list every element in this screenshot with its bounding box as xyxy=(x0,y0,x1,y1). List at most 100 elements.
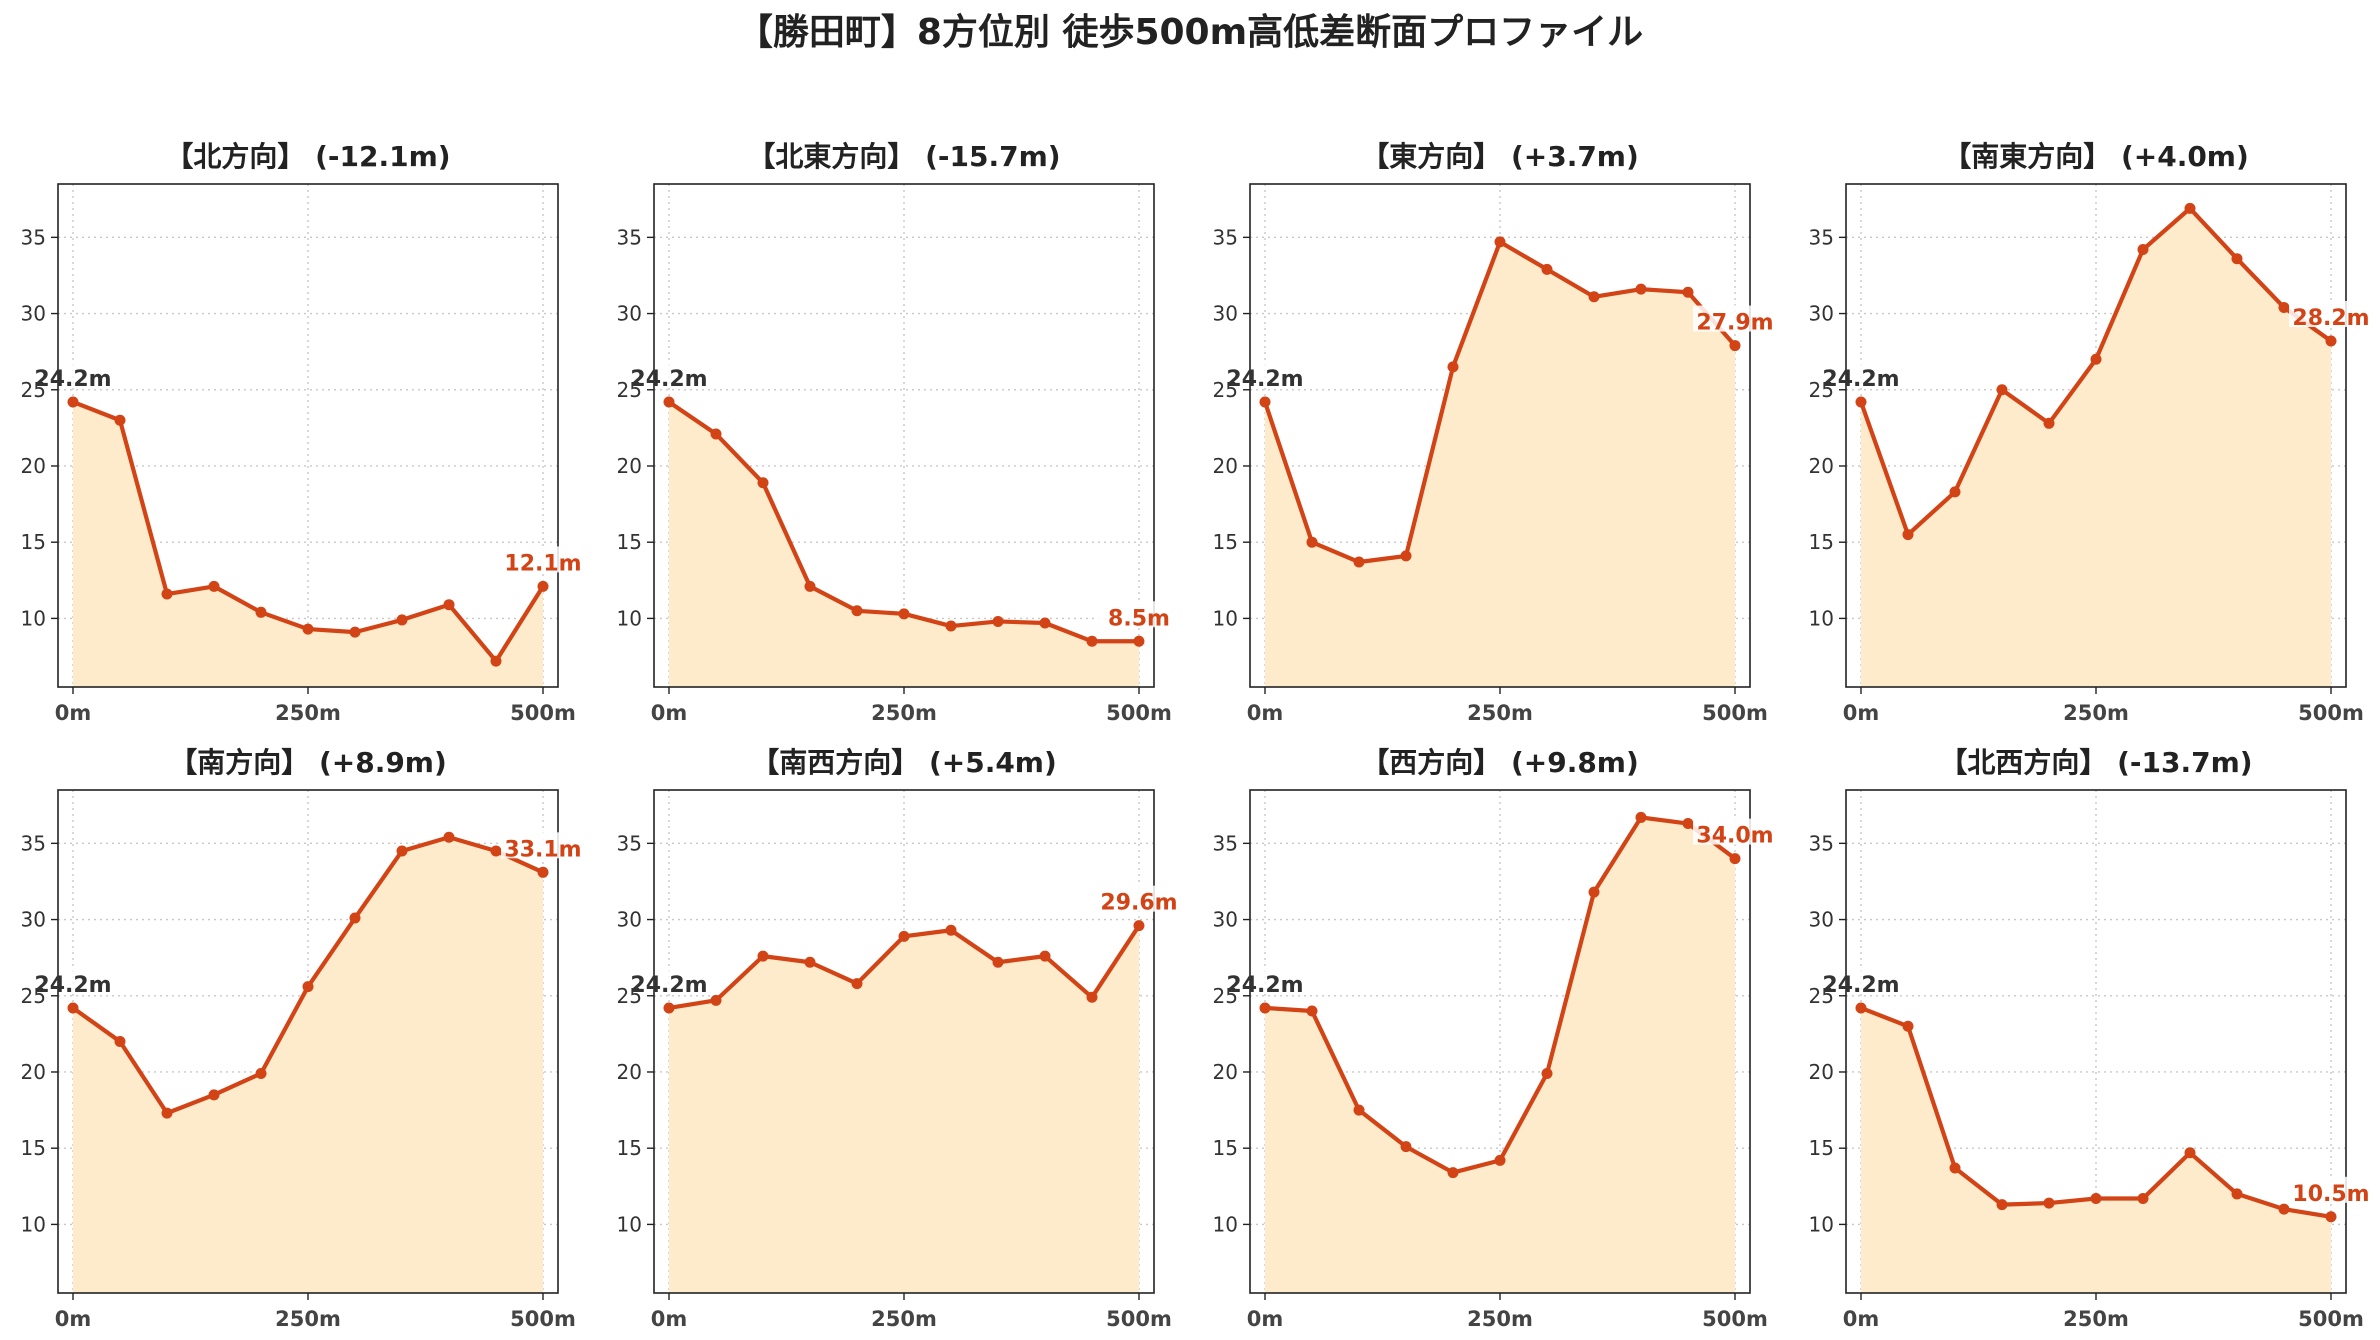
start-label-bg xyxy=(63,361,83,388)
x-tick-label: 500m xyxy=(1106,1307,1172,1331)
y-tick-label: 25 xyxy=(21,378,46,402)
panel-1: 【北東方向】 (-15.7m) 10 15 20 25 30 35 0m 250m 500m 24.… xyxy=(617,140,1181,725)
panel-title: 【北方向】 (-12.1m) xyxy=(165,140,450,173)
data-point xyxy=(1541,263,1553,275)
data-point xyxy=(114,414,126,426)
data-point xyxy=(114,1036,126,1047)
data-point xyxy=(1400,1141,1412,1153)
data-point xyxy=(67,396,79,408)
data-point xyxy=(1133,920,1145,932)
data-point xyxy=(349,912,361,924)
data-point xyxy=(1039,950,1051,962)
data-point xyxy=(1259,1002,1271,1014)
y-tick-label: 10 xyxy=(1809,1212,1834,1236)
data-point xyxy=(1729,853,1741,865)
end-elevation-label: 27.9m xyxy=(1696,311,1773,336)
data-point xyxy=(1949,1162,1961,1174)
end-label-bg xyxy=(501,546,585,573)
data-point xyxy=(1855,396,1867,408)
x-tick-label: 250m xyxy=(871,701,937,725)
data-point xyxy=(2325,335,2337,347)
data-point xyxy=(851,978,863,990)
data-point xyxy=(2090,1192,2102,1204)
y-tick-label: 20 xyxy=(617,1060,642,1084)
y-tick-label: 30 xyxy=(1809,908,1834,932)
end-elevation-label: 10.5m xyxy=(2292,1182,2369,1207)
x-tick-label: 0m xyxy=(1843,1307,1880,1331)
panel-title: 【東方向】 (+3.7m) xyxy=(1361,140,1639,173)
data-point xyxy=(1353,556,1365,568)
start-label-bg xyxy=(1255,361,1275,388)
data-point xyxy=(2231,1188,2243,1200)
x-tick-label: 0m xyxy=(55,701,92,725)
y-tick-label: 10 xyxy=(617,606,642,630)
data-point xyxy=(1902,529,1914,541)
start-label-bg xyxy=(659,361,679,388)
y-tick-label: 20 xyxy=(1213,454,1238,478)
y-tick-label: 30 xyxy=(1213,302,1238,326)
data-point xyxy=(255,606,267,618)
data-point xyxy=(2278,301,2290,313)
data-point xyxy=(804,580,816,592)
data-point xyxy=(396,845,408,857)
start-label-bg xyxy=(659,967,679,994)
y-tick-label: 20 xyxy=(21,454,46,478)
data-point xyxy=(1039,617,1051,629)
y-tick-label: 10 xyxy=(1213,606,1238,630)
end-elevation-label: 12.1m xyxy=(504,551,581,576)
y-tick-label: 15 xyxy=(21,1136,46,1160)
start-elevation-label: 24.2m xyxy=(34,367,111,392)
figure-title: 【勝田町】8方位別 徒歩500m高低差断面プロファイル xyxy=(737,12,1643,53)
data-point xyxy=(804,956,816,968)
y-tick-label: 25 xyxy=(1213,984,1238,1008)
data-point xyxy=(1729,340,1741,352)
end-elevation-label: 8.5m xyxy=(1108,606,1170,631)
x-tick-label: 250m xyxy=(1467,1307,1533,1331)
start-elevation-label: 24.2m xyxy=(630,973,707,998)
elevation-area xyxy=(1265,817,1735,1293)
start-elevation-label: 24.2m xyxy=(1226,973,1303,998)
x-tick-label: 0m xyxy=(1247,701,1284,725)
data-point xyxy=(945,620,957,632)
y-tick-label: 35 xyxy=(617,225,642,249)
data-point xyxy=(1494,1154,1506,1166)
x-tick-label: 0m xyxy=(55,1307,92,1331)
end-label-bg xyxy=(1097,601,1181,628)
y-tick-label: 20 xyxy=(1809,1060,1834,1084)
x-tick-label: 250m xyxy=(275,1307,341,1331)
data-point xyxy=(945,924,957,936)
panel-title: 【南方向】 (+8.9m) xyxy=(169,746,447,779)
data-point xyxy=(2043,417,2055,429)
data-point xyxy=(2090,353,2102,365)
y-tick-label: 25 xyxy=(617,378,642,402)
panel-3: 【南東方向】 (+4.0m) 10 15 20 25 30 35 0m 250m 500m 24.2… xyxy=(1809,140,2373,725)
data-point xyxy=(1400,550,1412,562)
y-tick-label: 20 xyxy=(617,454,642,478)
data-point xyxy=(1541,1068,1553,1080)
data-point xyxy=(67,1002,79,1014)
data-point xyxy=(302,623,314,635)
data-point xyxy=(757,477,769,489)
y-tick-label: 25 xyxy=(1213,378,1238,402)
data-point xyxy=(710,428,722,440)
end-label-bg xyxy=(1693,305,1777,332)
start-label-bg xyxy=(1851,361,1871,388)
data-point xyxy=(851,605,863,617)
data-point xyxy=(2137,1192,2149,1204)
data-point xyxy=(255,1068,267,1080)
data-point xyxy=(208,1089,220,1101)
end-label-bg xyxy=(1693,818,1777,845)
y-tick-label: 10 xyxy=(21,606,46,630)
start-elevation-label: 24.2m xyxy=(34,973,111,998)
data-point xyxy=(161,588,173,600)
data-point xyxy=(1635,811,1647,823)
data-point xyxy=(1447,1167,1459,1179)
panel-2: 【東方向】 (+3.7m) 10 15 20 25 30 35 0m 250m 500m 24.2m… xyxy=(1213,140,1777,725)
end-label-bg xyxy=(501,832,585,859)
x-tick-label: 250m xyxy=(871,1307,937,1331)
data-point xyxy=(208,580,220,592)
y-tick-label: 30 xyxy=(617,302,642,326)
data-point xyxy=(396,614,408,626)
panel-6: 【西方向】 (+9.8m) 10 15 20 25 30 35 0m 250m 500m 24.2m… xyxy=(1213,746,1777,1331)
data-point xyxy=(2137,244,2149,256)
